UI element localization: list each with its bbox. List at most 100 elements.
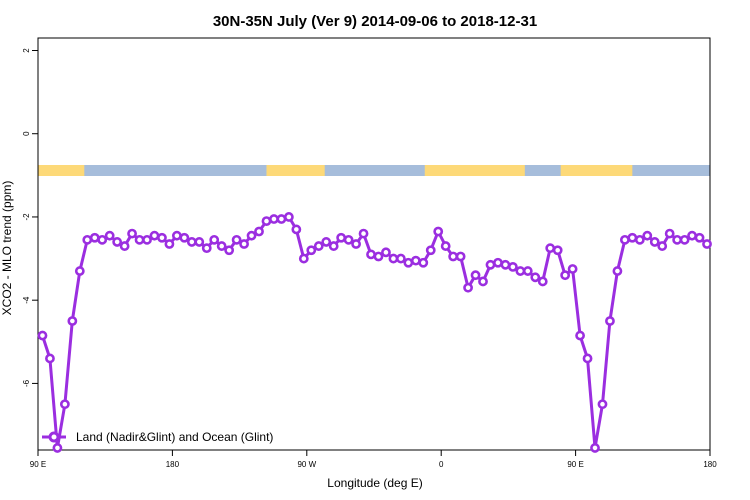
data-point bbox=[127, 228, 137, 239]
x-tick-label: 90 W bbox=[297, 460, 316, 469]
data-point bbox=[351, 239, 361, 249]
data-point bbox=[463, 282, 473, 293]
data-point bbox=[194, 237, 205, 247]
data-point bbox=[209, 234, 220, 245]
data-point bbox=[186, 237, 197, 247]
data-point bbox=[664, 228, 675, 239]
data-point bbox=[381, 247, 391, 258]
data-point bbox=[261, 216, 272, 227]
land-band-segment bbox=[266, 165, 325, 176]
data-point bbox=[388, 253, 399, 264]
data-point bbox=[605, 316, 615, 326]
data-point bbox=[313, 241, 324, 251]
data-point bbox=[507, 261, 518, 272]
y-tick-label: 0 bbox=[22, 131, 31, 136]
x-tick-label: 0 bbox=[439, 460, 444, 469]
data-point bbox=[433, 226, 444, 237]
data-point bbox=[149, 230, 160, 241]
data-point bbox=[373, 251, 384, 262]
data-point bbox=[239, 239, 249, 249]
ocean-band-segment bbox=[38, 165, 710, 176]
land-band-segment bbox=[424, 165, 525, 176]
data-point bbox=[321, 237, 332, 247]
data-point bbox=[694, 232, 705, 243]
y-axis: 2 0 -2 -4 -6 bbox=[22, 48, 38, 387]
data-point bbox=[493, 257, 503, 268]
data-point bbox=[343, 234, 354, 245]
data-point bbox=[619, 234, 630, 245]
series-line bbox=[37, 212, 712, 453]
data-point bbox=[440, 241, 451, 251]
data-point bbox=[395, 253, 406, 264]
y-tick-label: 2 bbox=[22, 48, 31, 53]
data-point bbox=[164, 239, 175, 249]
data-point bbox=[515, 266, 526, 276]
data-point bbox=[672, 234, 683, 245]
data-point bbox=[560, 270, 571, 281]
data-point bbox=[67, 316, 78, 326]
data-point bbox=[545, 243, 556, 254]
data-point bbox=[82, 234, 93, 245]
data-point bbox=[552, 245, 563, 256]
data-point bbox=[246, 230, 257, 241]
data-point bbox=[582, 353, 593, 364]
data-point bbox=[328, 241, 339, 251]
data-point bbox=[97, 234, 108, 245]
data-point bbox=[231, 234, 242, 245]
data-point bbox=[687, 230, 697, 241]
data-point bbox=[134, 234, 145, 245]
x-axis: 90 E 180 90 W 0 90 E 180 bbox=[30, 450, 717, 469]
data-point bbox=[104, 230, 115, 241]
data-point bbox=[425, 245, 436, 256]
data-point bbox=[702, 239, 712, 249]
data-point bbox=[157, 232, 167, 243]
y-tick-label: -2 bbox=[22, 213, 31, 221]
data-point bbox=[276, 214, 287, 224]
data-point bbox=[112, 237, 123, 247]
data-point bbox=[627, 232, 638, 243]
data-point bbox=[500, 259, 511, 270]
data-point bbox=[634, 234, 645, 245]
chart-title: 30N-35N July (Ver 9) 2014-09-06 to 2018-… bbox=[213, 13, 537, 30]
data-point bbox=[537, 276, 548, 287]
data-point bbox=[597, 399, 608, 410]
x-tick-label: 180 bbox=[166, 460, 180, 469]
data-point bbox=[410, 255, 421, 266]
data-point bbox=[119, 241, 130, 251]
data-point bbox=[448, 251, 459, 262]
data-point bbox=[679, 234, 690, 245]
data-point bbox=[470, 270, 481, 281]
data-point bbox=[336, 232, 347, 243]
land-ocean-band bbox=[38, 165, 710, 176]
data-point bbox=[216, 241, 227, 251]
y-axis-label: XCO2 - MLO trend (ppm) bbox=[0, 181, 14, 316]
y-tick-label: -4 bbox=[22, 296, 31, 304]
data-point bbox=[254, 226, 264, 237]
data-point bbox=[37, 330, 48, 341]
data-point bbox=[201, 243, 212, 254]
land-band-segment bbox=[560, 165, 633, 176]
data-point bbox=[74, 266, 85, 276]
data-point bbox=[298, 253, 309, 264]
data-point bbox=[366, 249, 376, 260]
x-tick-label: 90 E bbox=[30, 460, 46, 469]
x-axis-label: Longitude (deg E) bbox=[327, 476, 422, 490]
data-point bbox=[403, 257, 414, 268]
data-point bbox=[171, 230, 182, 241]
y-tick-label: -6 bbox=[22, 379, 31, 387]
data-point bbox=[530, 272, 541, 283]
data-point bbox=[358, 228, 369, 239]
x-tick-label: 180 bbox=[703, 460, 717, 469]
data-point bbox=[575, 330, 585, 341]
data-point bbox=[418, 257, 429, 268]
data-point bbox=[657, 241, 668, 251]
data-point bbox=[522, 266, 533, 276]
data-point bbox=[179, 232, 190, 243]
land-band-segment bbox=[38, 165, 85, 176]
data-point bbox=[649, 237, 660, 247]
data-point bbox=[224, 245, 235, 256]
data-point bbox=[478, 276, 488, 287]
data-point bbox=[45, 353, 55, 364]
data-point bbox=[52, 443, 63, 453]
